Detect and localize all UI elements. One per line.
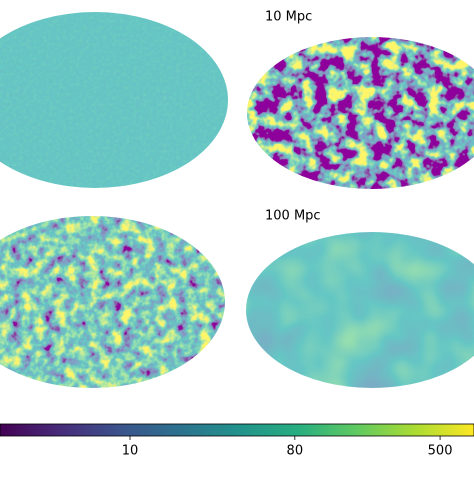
sky-map [0,216,225,388]
panel-label: 100 Mpc [265,209,321,224]
panel-label: 10 Mpc [265,10,312,25]
sky-map [246,232,474,388]
colorbar [0,423,474,437]
sky-map [0,12,228,188]
colorbar-ticks: 10 80 500 [122,436,453,459]
colorbar-tick-label: 80 [287,444,304,459]
sky-map [247,37,474,189]
colorbar-tick-label: 500 [428,444,453,459]
colorbar-tick-label: 10 [122,444,139,459]
